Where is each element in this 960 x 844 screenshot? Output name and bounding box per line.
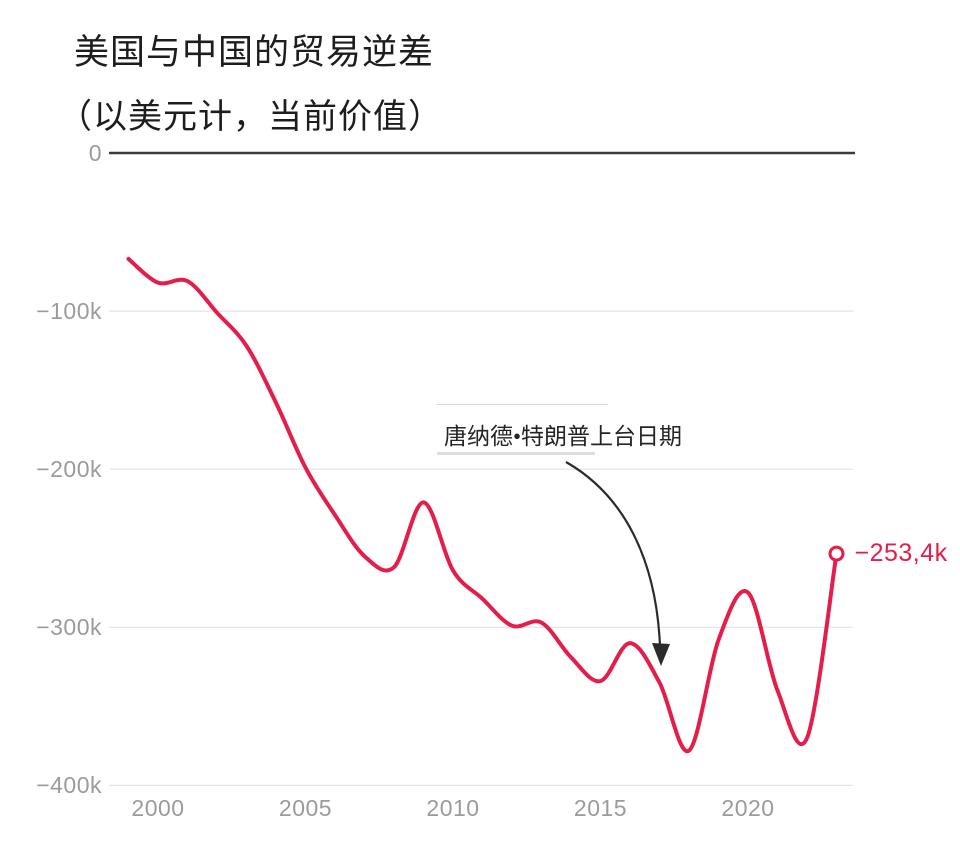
y-axis: 0 −100k −200k −300k −400k bbox=[18, 0, 102, 844]
y-tick-label: 0 bbox=[88, 140, 102, 166]
chart-subtitle: （以美元计，当前价值） bbox=[58, 99, 443, 136]
y-tick-label: −400k bbox=[36, 772, 102, 799]
annotation-divider-line bbox=[437, 404, 608, 405]
deficit-line-series bbox=[126, 256, 845, 753]
y-tick-label: −200k bbox=[36, 456, 102, 483]
series-end-marker bbox=[828, 545, 845, 562]
x-tick-label: 2000 bbox=[131, 795, 185, 821]
trump-annotation-label: 唐纳德•特朗普上台日期 bbox=[443, 424, 683, 449]
end-value-label: −253,4k bbox=[854, 538, 948, 567]
annotation-arrow-curve bbox=[565, 461, 662, 647]
x-tick-label: 2015 bbox=[573, 795, 628, 821]
gridlines bbox=[109, 151, 855, 787]
y-tick-label: −300k bbox=[36, 614, 102, 641]
annotation-arrow bbox=[565, 461, 670, 666]
annotation-arrowhead-icon bbox=[652, 643, 670, 666]
deficit-line bbox=[126, 256, 839, 753]
x-tick-label: 2005 bbox=[278, 795, 333, 821]
x-tick-label: 2010 bbox=[426, 795, 480, 821]
annotation-underline bbox=[437, 452, 595, 455]
x-tick-label: 2020 bbox=[721, 795, 775, 821]
chart-title: 美国与中国的贸易逆差 bbox=[74, 33, 435, 72]
y-tick-label: −100k bbox=[36, 298, 102, 325]
